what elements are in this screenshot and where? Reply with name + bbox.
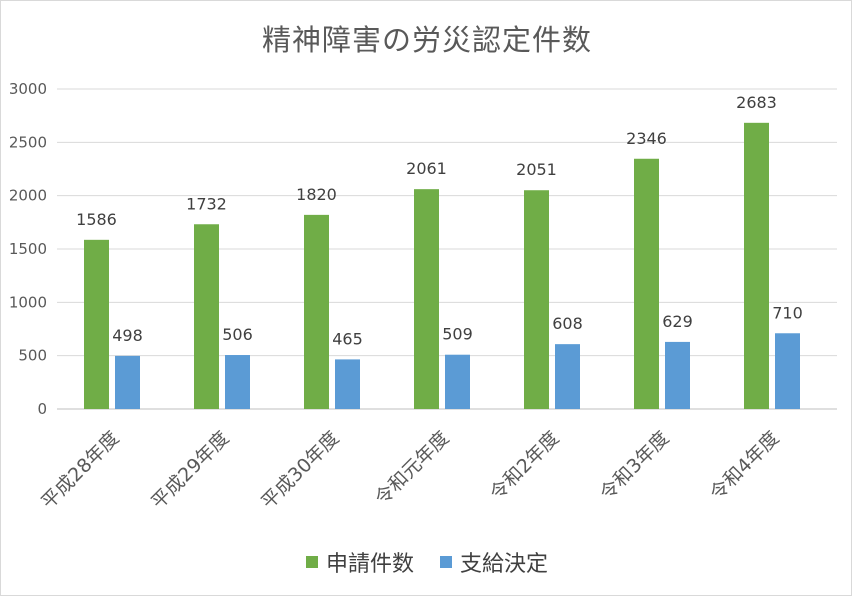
- y-tick-label: 500: [18, 347, 47, 365]
- y-axis-ticks: 0 500 1000 1500 2000 2500 3000: [9, 80, 47, 418]
- bar-approvals[interactable]: [225, 355, 250, 409]
- legend-item-applications[interactable]: 申請件数: [305, 546, 414, 578]
- data-label: 2346: [626, 129, 667, 148]
- bar-applications[interactable]: [744, 122, 769, 410]
- x-axis-ticks: 平成28年度 平成29年度 平成30年度 令和元年度 令和2年度 令和3年度 令和4年度: [37, 427, 783, 513]
- x-tick-label: 令和元年度: [371, 427, 454, 510]
- x-tick-label: 令和4年度: [706, 427, 784, 505]
- bar-approvals[interactable]: [555, 344, 580, 409]
- data-label: 710: [772, 303, 803, 322]
- legend-label-applications: 申請件数: [325, 552, 414, 577]
- x-tick-label: 平成30年度: [257, 427, 343, 513]
- legend: 申請件数 支給決定: [1, 546, 852, 578]
- y-tick-label: 1000: [9, 293, 47, 311]
- bar-applications[interactable]: [414, 189, 439, 409]
- y-tick-label: 1500: [9, 240, 47, 258]
- bar-approvals[interactable]: [335, 359, 360, 409]
- data-label: 608: [552, 314, 583, 333]
- data-label: 2061: [406, 159, 447, 178]
- bar-applications[interactable]: [304, 214, 329, 409]
- legend-swatch-approvals: [440, 556, 452, 568]
- legend-label-approvals: 支給決定: [460, 552, 549, 577]
- x-tick-label: 平成28年度: [37, 427, 123, 513]
- bar-approvals[interactable]: [115, 355, 140, 409]
- x-tick-label: 令和2年度: [486, 427, 564, 505]
- legend-item-approvals[interactable]: 支給決定: [440, 546, 548, 578]
- bar-approvals[interactable]: [665, 341, 690, 409]
- bars: [84, 122, 800, 410]
- y-tick-label: 3000: [9, 80, 47, 98]
- x-tick-label: 平成29年度: [147, 427, 233, 513]
- data-label: 498: [112, 326, 143, 345]
- data-label: 2051: [516, 160, 557, 179]
- y-tick-label: 2000: [9, 187, 47, 205]
- data-labels: 1586 498 1732 506 1820 465 2061 509 2051 608 2346 6…: [76, 93, 803, 349]
- bar-approvals[interactable]: [445, 354, 470, 409]
- data-label: 1586: [76, 210, 117, 229]
- data-label: 2683: [736, 93, 777, 112]
- x-tick-label: 令和3年度: [596, 427, 674, 505]
- data-label: 506: [222, 325, 253, 344]
- data-label: 629: [662, 312, 693, 331]
- bar-applications[interactable]: [194, 224, 219, 409]
- bar-applications[interactable]: [84, 239, 109, 409]
- y-tick-label: 2500: [9, 133, 47, 151]
- bar-applications[interactable]: [524, 190, 549, 409]
- y-tick-label: 0: [37, 400, 47, 418]
- bar-approvals[interactable]: [775, 333, 800, 409]
- data-label: 1820: [296, 185, 337, 204]
- data-label: 1732: [186, 194, 227, 213]
- data-label: 465: [332, 329, 363, 348]
- data-label: 509: [442, 325, 473, 344]
- legend-swatch-applications: [305, 556, 318, 568]
- chart-title: 精神障害の労災認定件数: [261, 23, 592, 57]
- bar-applications[interactable]: [634, 158, 659, 409]
